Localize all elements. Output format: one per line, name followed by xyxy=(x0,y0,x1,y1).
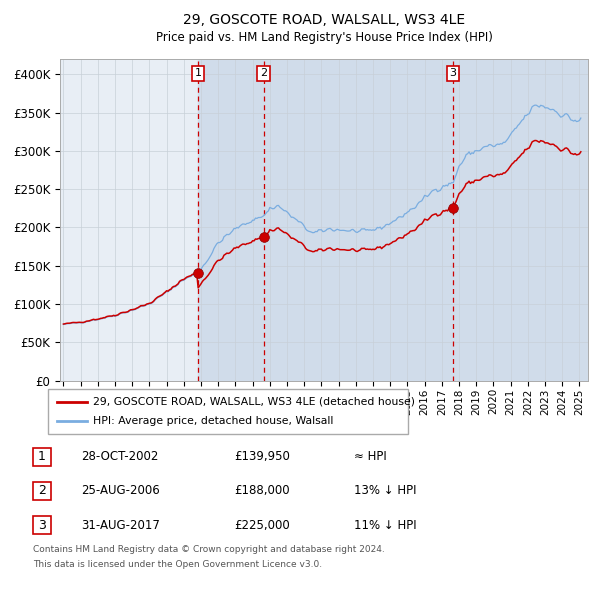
Text: 13% ↓ HPI: 13% ↓ HPI xyxy=(354,484,416,497)
Text: 29, GOSCOTE ROAD, WALSALL, WS3 4LE (detached house): 29, GOSCOTE ROAD, WALSALL, WS3 4LE (deta… xyxy=(93,397,415,407)
Text: £225,000: £225,000 xyxy=(234,519,290,532)
Text: 28-OCT-2002: 28-OCT-2002 xyxy=(81,450,158,463)
Bar xyxy=(453,59,588,381)
Text: ≈ HPI: ≈ HPI xyxy=(354,450,387,463)
Text: HPI: Average price, detached house, Walsall: HPI: Average price, detached house, Wals… xyxy=(93,417,334,426)
Text: 2: 2 xyxy=(38,484,46,497)
Text: 3: 3 xyxy=(449,68,457,78)
Text: Contains HM Land Registry data © Crown copyright and database right 2024.: Contains HM Land Registry data © Crown c… xyxy=(33,545,385,554)
Text: Price paid vs. HM Land Registry's House Price Index (HPI): Price paid vs. HM Land Registry's House … xyxy=(155,31,493,44)
Text: £188,000: £188,000 xyxy=(234,484,290,497)
Text: 1: 1 xyxy=(38,450,46,463)
Text: 11% ↓ HPI: 11% ↓ HPI xyxy=(354,519,416,532)
Text: 1: 1 xyxy=(194,68,202,78)
Bar xyxy=(198,59,264,381)
Text: 3: 3 xyxy=(38,519,46,532)
Bar xyxy=(264,59,453,381)
Text: This data is licensed under the Open Government Licence v3.0.: This data is licensed under the Open Gov… xyxy=(33,560,322,569)
Text: 2: 2 xyxy=(260,68,268,78)
Text: 25-AUG-2006: 25-AUG-2006 xyxy=(81,484,160,497)
Text: 29, GOSCOTE ROAD, WALSALL, WS3 4LE: 29, GOSCOTE ROAD, WALSALL, WS3 4LE xyxy=(183,12,465,27)
Text: £139,950: £139,950 xyxy=(234,450,290,463)
Text: 31-AUG-2017: 31-AUG-2017 xyxy=(81,519,160,532)
